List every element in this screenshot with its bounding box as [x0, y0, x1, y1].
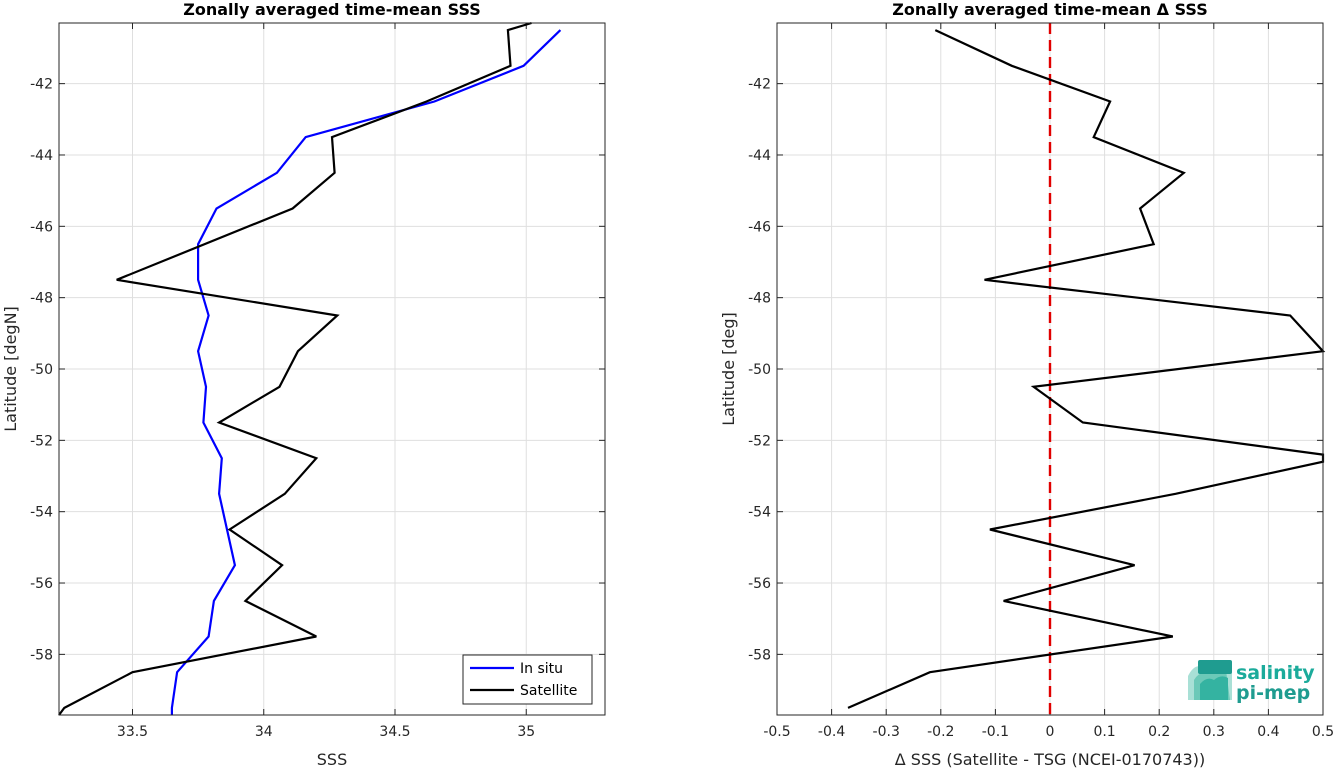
right-x-tick-label: 0.5	[1312, 724, 1334, 740]
right-x-tick-label: 0	[1046, 724, 1055, 740]
left-y-tick-label: -54	[30, 505, 53, 521]
right-x-axis-label: Δ SSS (Satellite - TSG (NCEI-0170743))	[895, 750, 1205, 769]
right-y-tick-label: -42	[748, 77, 771, 93]
left-y-tick-label: -56	[30, 576, 53, 592]
left-x-tick-label: 33.5	[117, 724, 148, 740]
right-x-tick-label: -0.1	[982, 724, 1009, 740]
right-x-tick-label: 0.1	[1093, 724, 1115, 740]
right-x-tick-label: 0.4	[1257, 724, 1279, 740]
legend-box	[462, 654, 593, 705]
left-y-axis-label: Latitude [degN]	[1, 306, 20, 432]
legend-label-satellite: Satellite	[520, 683, 577, 699]
left-panel: 33.5 34 34.5 35-42-44-46-48-50-52-54-56-58 …	[1, 0, 606, 769]
logo-text-line2: pi-mep	[1236, 682, 1310, 704]
right-x-tick-label: -0.2	[927, 724, 954, 740]
left-y-tick-label: -52	[30, 433, 53, 449]
legend-label-in-situ: In situ	[520, 661, 563, 677]
legend: In situ Satellite	[462, 654, 593, 705]
right-series-line-series-0	[847, 29, 1326, 709]
right-y-tick-label: -44	[748, 148, 771, 164]
right-y-tick-label: -50	[748, 362, 771, 378]
right-y-tick-label: -58	[748, 647, 771, 663]
right-x-tick-label: -0.4	[818, 724, 845, 740]
right-series	[847, 23, 1326, 715]
left-tick-labels: 33.5 34 34.5 35 -42 -44 -46 -48 -50 -52 -54 -56 -58	[30, 23, 605, 740]
left-y-tick-label: -48	[30, 291, 53, 307]
left-x-axis-label: SSS	[317, 750, 347, 769]
right-x-tick-label: 0.2	[1148, 724, 1170, 740]
left-grid	[59, 23, 605, 715]
right-y-tick-label: -46	[748, 219, 771, 235]
left-series-line-in-situ	[170, 29, 562, 715]
logo-text-line1: salinity	[1236, 662, 1315, 684]
left-series-line-satellite	[58, 21, 532, 716]
right-panel: -0.5 -0.4 -0.3 -0.2 -0.1 0 0.1 0.2 0.3 0.4 0.5 -42 -…	[719, 0, 1334, 769]
right-y-tick-label: -48	[748, 291, 771, 307]
right-tick-labels: -0.5 -0.4 -0.3 -0.2 -0.1 0 0.1 0.2 0.3 0.4 0.5 -42 -…	[748, 23, 1334, 740]
left-y-tick-label: -58	[30, 647, 53, 663]
right-chart-title: Zonally averaged time-mean Δ SSS	[892, 0, 1208, 19]
wave-logo-icon	[1188, 660, 1232, 700]
left-x-tick-label: 34.5	[379, 724, 410, 740]
right-y-tick-label: -56	[748, 576, 771, 592]
left-y-tick-label: -46	[30, 219, 53, 235]
left-series	[58, 21, 562, 716]
left-y-tick-label: -44	[30, 148, 53, 164]
right-axes-box	[776, 22, 1324, 716]
left-x-tick-label: 34	[255, 724, 273, 740]
right-x-tick-label: 0.3	[1203, 724, 1225, 740]
left-x-tick-label: 35	[517, 724, 535, 740]
left-y-tick-label: -50	[30, 362, 53, 378]
left-axes-box	[58, 22, 606, 716]
right-x-tick-label: -0.3	[873, 724, 900, 740]
right-y-tick-label: -52	[748, 433, 771, 449]
right-x-tick-label: -0.5	[763, 724, 790, 740]
right-y-axis-label: Latitude [deg]	[719, 312, 738, 426]
left-chart-title: Zonally averaged time-mean SSS	[183, 0, 481, 19]
left-y-tick-label: -42	[30, 77, 53, 93]
salinity-pi-mep-logo: salinity pi-mep	[1188, 660, 1315, 704]
right-y-tick-label: -54	[748, 505, 771, 521]
